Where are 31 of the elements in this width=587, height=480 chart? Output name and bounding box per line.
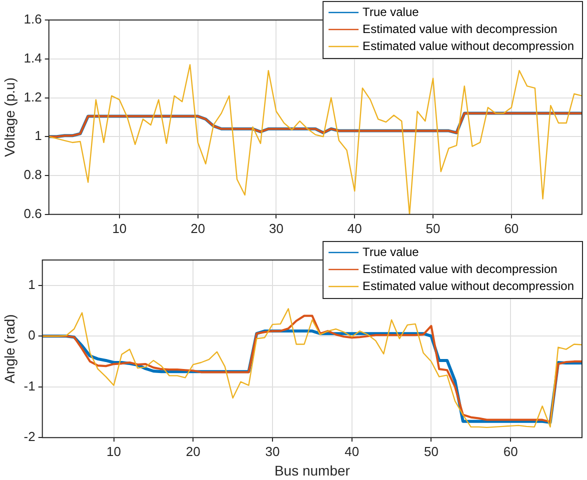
- legend-label: True value: [362, 244, 420, 259]
- y-tick-label: 0.8: [24, 167, 42, 182]
- x-tick-label: 50: [424, 444, 438, 459]
- y-axis-title: Voltage (p.u): [1, 78, 18, 157]
- legend-label: True value: [362, 4, 420, 19]
- y-tick-label: 1.4: [24, 50, 42, 66]
- y-tick-label: -2: [24, 429, 36, 444]
- x-tick-label: 40: [344, 444, 360, 459]
- x-tick-label: 20: [190, 220, 206, 236]
- y-tick-label: 1.2: [24, 89, 42, 104]
- x-tick-label: 10: [106, 444, 122, 459]
- y-tick-label: 1.6: [24, 12, 42, 27]
- x-tick-label: 30: [269, 220, 284, 236]
- legend-label: Estimated value without decompression: [362, 38, 574, 53]
- x-tick-label: 20: [186, 444, 200, 459]
- y-tick-label: -1: [24, 378, 36, 394]
- x-axis-title: Bus number: [274, 462, 350, 478]
- y-tick-label: 1: [34, 128, 42, 144]
- x-tick-label: 60: [504, 220, 519, 236]
- legend-label: Estimated value with decompression: [362, 262, 558, 276]
- y-tick-label: 1: [28, 276, 36, 292]
- legend-label: Estimated value without decompression: [362, 278, 574, 293]
- x-tick-label: 30: [265, 444, 280, 459]
- x-tick-label: 10: [112, 220, 127, 236]
- y-tick-label: 0: [28, 328, 36, 343]
- x-tick-label: 40: [347, 220, 362, 236]
- x-tick-label: 60: [503, 444, 518, 459]
- x-tick-label: 50: [426, 220, 440, 236]
- y-tick-label: 0.6: [24, 206, 42, 221]
- y-axis-title: Angle (rad): [1, 314, 18, 384]
- legend-label: Estimated value with decompression: [362, 22, 558, 36]
